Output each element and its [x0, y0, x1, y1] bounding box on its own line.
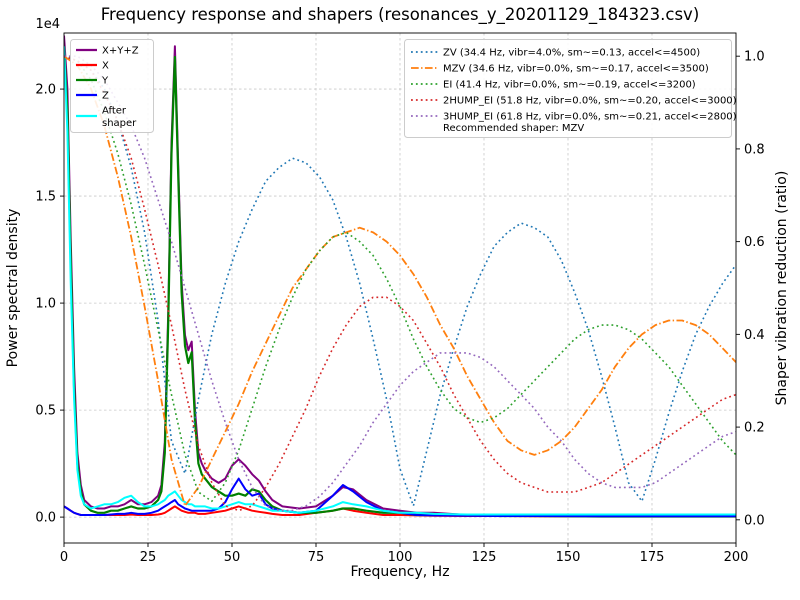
legend-psd-label: X: [102, 61, 109, 72]
series-after-shaper: [64, 46, 736, 516]
series-mzv: [64, 55, 736, 507]
y-tick-label-left: 1.5: [35, 190, 56, 205]
x-tick-label: 150: [556, 550, 581, 565]
x-tick-label: 0: [60, 550, 68, 565]
legend-recommended-note: Recommended shaper: MZV: [443, 123, 584, 134]
legend-psd-label: X+Y+Z: [102, 46, 139, 57]
y-axis-label-left: Power spectral density: [5, 209, 21, 368]
series-zv: [64, 55, 736, 507]
legend-shaper-label: 2HUMP_EI (51.8 Hz, vibr=0.0%, sm~=0.20, …: [443, 96, 737, 107]
axis-ticks: [60, 55, 740, 547]
chart-title: Frequency response and shapers (resonanc…: [101, 5, 700, 25]
x-tick-label: 100: [388, 550, 413, 565]
legend-shaper-label: EI (41.4 Hz, vibr=0.0%, sm~=0.19, accel<…: [443, 80, 696, 91]
x-axis-label: Frequency, Hz: [350, 564, 449, 580]
y-tick-label-right: 0.4: [744, 328, 765, 343]
series-2hump-ei: [64, 55, 736, 512]
x-tick-label: 200: [724, 550, 749, 565]
y-axis-label-right: Shaper vibration reduction (ratio): [774, 171, 790, 406]
x-tick-label: 125: [472, 550, 497, 565]
x-tick-label: 50: [224, 550, 241, 565]
legend-psd-label: After: [102, 106, 127, 117]
legend-shaper-label: MZV (34.6 Hz, vibr=0.0%, sm~=0.17, accel…: [443, 64, 709, 75]
legend-shaper-label: ZV (34.4 Hz, vibr=4.0%, sm~=0.13, accel<…: [443, 48, 700, 59]
legend-psd-box: [70, 39, 154, 133]
y-tick-label-left: 0.5: [35, 404, 56, 419]
y-tick-label-left: 2.0: [35, 83, 56, 98]
legend-psd-label: Z: [102, 91, 109, 102]
series-z: [64, 477, 736, 518]
y-tick-label-left: 1.0: [35, 297, 56, 312]
series-y: [64, 46, 736, 518]
y-tick-label-right: 1.0: [744, 50, 765, 65]
y-tick-label-right: 0.6: [744, 235, 765, 250]
series-ei: [64, 55, 736, 503]
legend-psd-label: Y: [101, 76, 109, 87]
y-tick-label-right: 0.0: [744, 513, 765, 528]
legend-shapers-box: [404, 39, 732, 138]
y-tick-label-right: 0.8: [744, 142, 765, 157]
x-tick-label: 75: [308, 550, 325, 565]
legend-shapers: ZV (34.4 Hz, vibr=4.0%, sm~=0.13, accel<…: [404, 39, 737, 138]
series-3hump-ei: [64, 55, 736, 512]
axis-tick-labels: 0 25 50 75 100 125 150 175 200 0.0 0.5 1.0 1.5 2.0 0.0…: [35, 50, 764, 565]
x-tick-label: 25: [140, 550, 157, 565]
legend-psd-label: shaper: [102, 118, 137, 129]
y-axis-offset-text: 1e4: [35, 17, 60, 32]
plot-series: [64, 35, 736, 518]
x-tick-label: 175: [640, 550, 665, 565]
y-tick-label-left: 0.0: [35, 511, 56, 526]
grid-lines: [64, 33, 736, 543]
legend-shaper-label: 3HUMP_EI (61.8 Hz, vibr=0.0%, sm~=0.21, …: [443, 112, 737, 123]
y-tick-label-right: 0.2: [744, 421, 765, 436]
